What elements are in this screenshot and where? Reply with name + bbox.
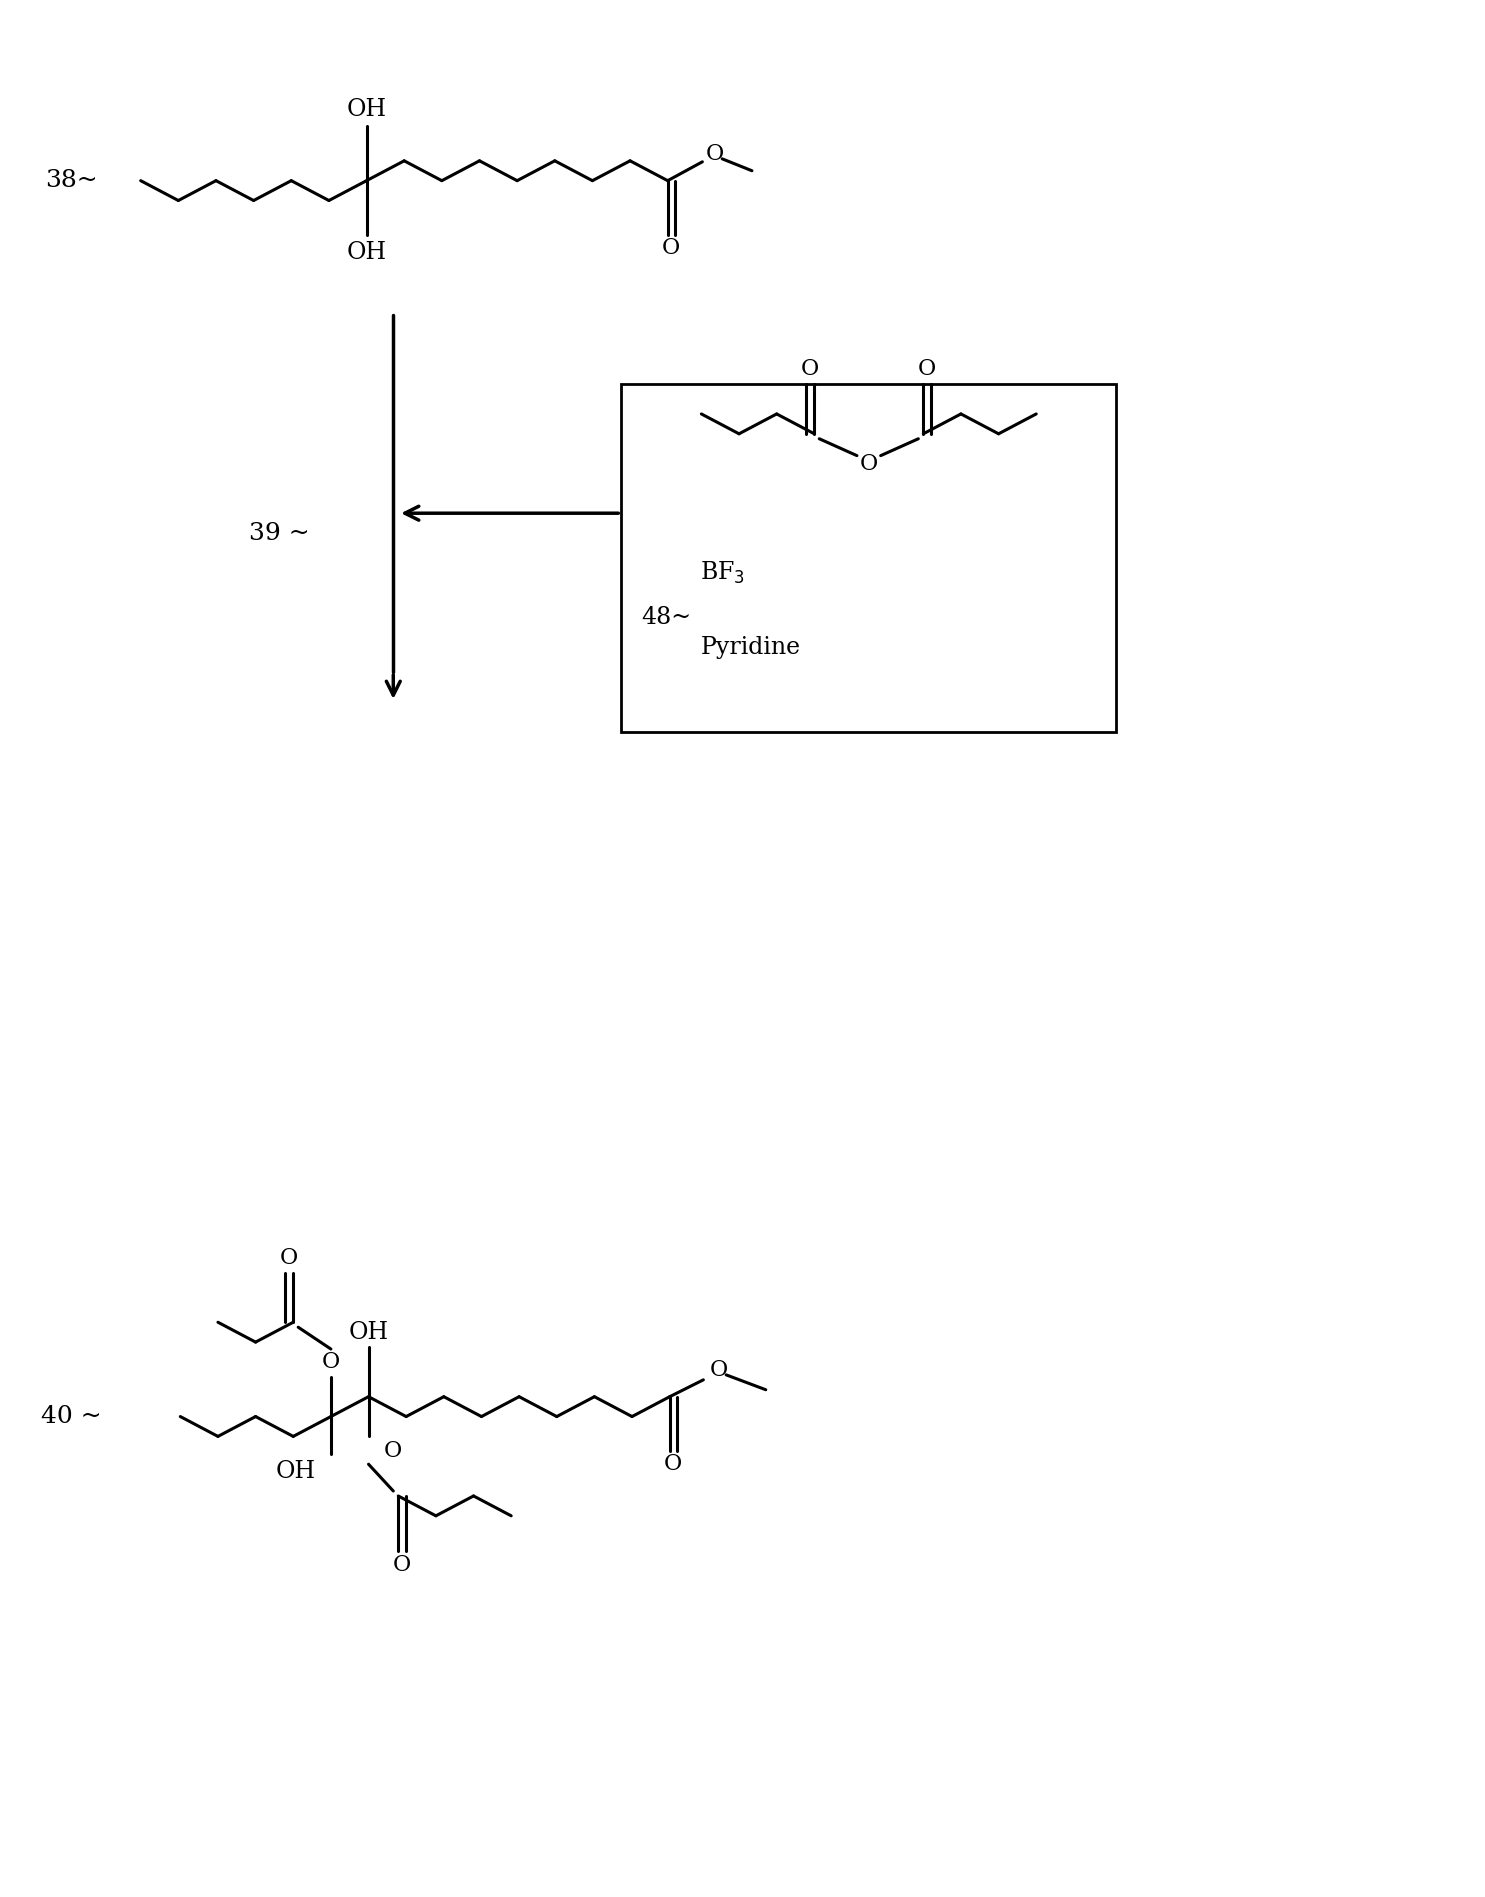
Text: OH: OH	[349, 1320, 389, 1343]
Text: O: O	[322, 1351, 340, 1373]
Text: O: O	[918, 359, 937, 379]
Text: OH: OH	[276, 1459, 316, 1483]
Text: 39 ~: 39 ~	[249, 522, 310, 544]
Text: OH: OH	[346, 241, 386, 264]
Text: O: O	[383, 1440, 401, 1463]
Text: O: O	[710, 1358, 728, 1381]
Text: O: O	[664, 1453, 682, 1476]
Text: Pyridine: Pyridine	[701, 635, 800, 658]
Text: 48~: 48~	[642, 605, 691, 630]
Text: 38~: 38~	[45, 169, 98, 192]
Bar	[621, 385, 1117, 732]
Text: O: O	[707, 142, 725, 165]
Text: OH: OH	[346, 97, 386, 121]
Text: O: O	[661, 237, 680, 260]
Text: O: O	[394, 1554, 411, 1576]
Text: 40 ~: 40 ~	[42, 1406, 101, 1428]
Text: BF$_3$: BF$_3$	[701, 560, 745, 586]
Text: O: O	[281, 1246, 298, 1269]
Text: O: O	[802, 359, 820, 379]
Text: O: O	[860, 453, 878, 474]
